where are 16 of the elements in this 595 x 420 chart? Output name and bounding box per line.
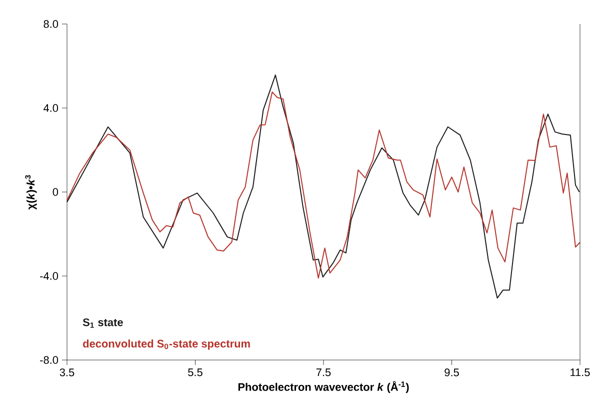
- y-tick-label: -8.0: [40, 356, 58, 364]
- y-axis-title: χ(k)•k$^{3}$: [25, 175, 37, 210]
- text: S$_{1}$ state: [82, 318, 123, 328]
- x-tick-label: 7.5: [316, 368, 331, 376]
- line-series: [66, 92, 580, 279]
- line-series: [66, 74, 580, 299]
- x-axis-title: Photoelectron wavevector k (Å$^{-1}$): [238, 381, 409, 394]
- x-tick-label: 9.5: [444, 368, 459, 376]
- x-tick-label: 5.5: [188, 368, 202, 376]
- y-tick-label: 4.0: [43, 104, 58, 112]
- y-tick-label: 8.0: [44, 20, 58, 28]
- x-tick-label: 11.5: [570, 368, 590, 376]
- x-tick-label: 3.5: [60, 368, 74, 376]
- text: deconvoluted S$_{0}$-state spectrum: [83, 340, 250, 350]
- y-tick-label: 0: [52, 188, 58, 196]
- y-tick-label: -4.0: [40, 272, 58, 280]
